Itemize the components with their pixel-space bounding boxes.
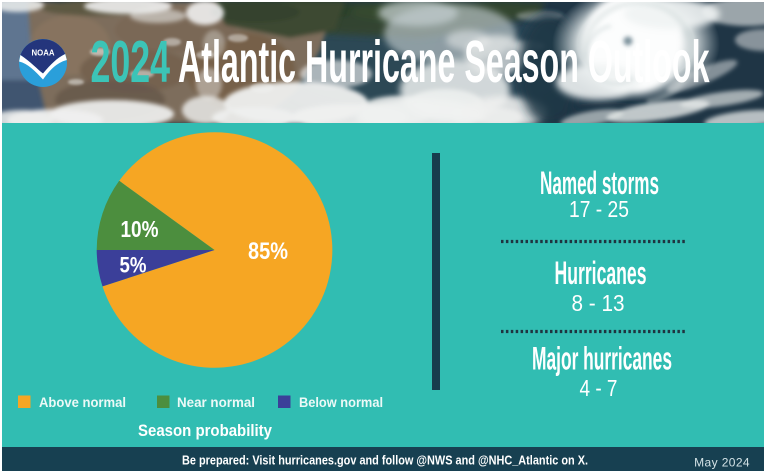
- svg-text:4 - 7: 4 - 7: [580, 375, 618, 401]
- svg-text:Season probability: Season probability: [138, 421, 272, 440]
- svg-text:Hurricanes: Hurricanes: [555, 255, 647, 291]
- svg-text:10%: 10%: [121, 216, 159, 242]
- svg-text:85%: 85%: [248, 238, 288, 265]
- svg-text:17 - 25: 17 - 25: [569, 196, 629, 222]
- svg-text:Named storms: Named storms: [540, 165, 659, 201]
- svg-text:Above normal: Above normal: [39, 395, 126, 410]
- svg-text:2024: 2024: [91, 29, 171, 95]
- svg-text:May 2024: May 2024: [694, 456, 750, 470]
- svg-text:NOAA: NOAA: [32, 49, 55, 58]
- svg-text:Near normal: Near normal: [177, 395, 255, 410]
- svg-text:8 - 13: 8 - 13: [572, 290, 625, 316]
- svg-text:Atlantic Hurricane Season Outl: Atlantic Hurricane Season Outlook: [178, 29, 710, 95]
- svg-text:5%: 5%: [120, 253, 147, 278]
- svg-text:Be prepared: Visit hurricanes.: Be prepared: Visit hurricanes.gov and fo…: [182, 454, 588, 468]
- svg-text:Major hurricanes: Major hurricanes: [532, 341, 672, 377]
- svg-text:Below normal: Below normal: [299, 395, 383, 410]
